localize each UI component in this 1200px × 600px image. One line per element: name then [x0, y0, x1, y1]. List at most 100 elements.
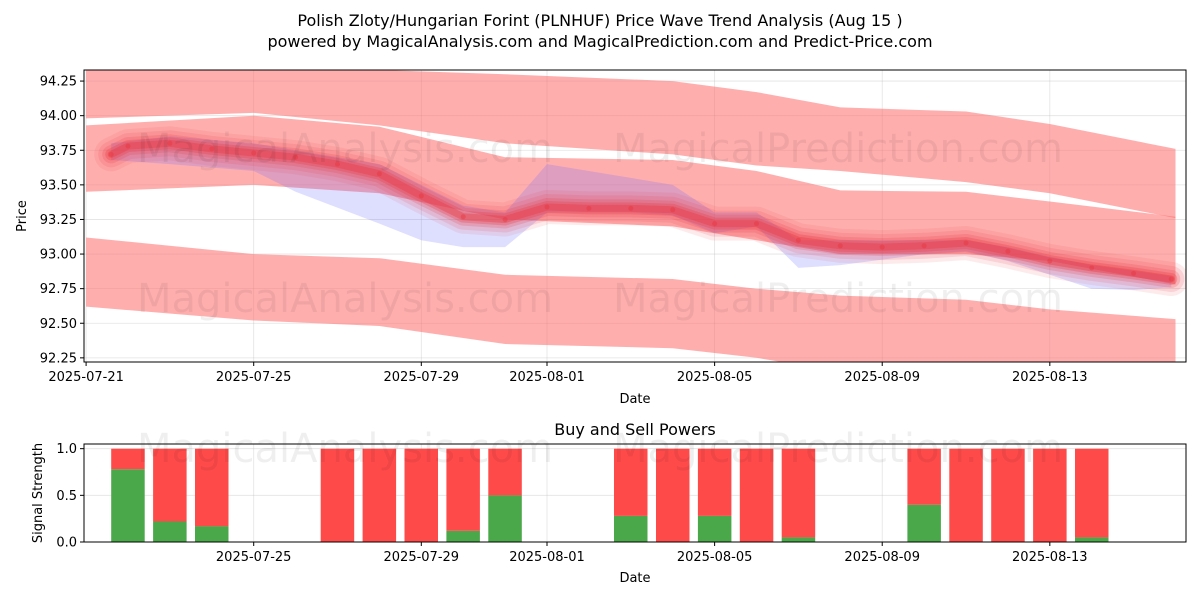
sell-bar-4	[362, 448, 397, 542]
price-y-tick-label-4: 93.25	[40, 213, 77, 228]
sell-bar-7	[488, 448, 522, 496]
power-plot-frame	[83, 443, 1187, 543]
upper-band	[86, 70, 1176, 219]
trend-point-9	[460, 214, 466, 220]
trend-point-15	[712, 221, 718, 227]
power-y-tick-label-2: 1.0	[56, 442, 77, 457]
trend-point-16	[754, 221, 759, 227]
power-y-axis-label: Signal Strength	[31, 443, 46, 543]
price-band-layer	[86, 70, 1186, 362]
sell-bar-1	[153, 448, 187, 522]
price-chart: MagicalAnalysis.com MagicalPrediction.co…	[15, 69, 1187, 407]
power-x-tick-label-0: 2025-07-25	[216, 550, 292, 565]
figure-title: Polish Zloty/Hungarian Forint (PLNHUF) P…	[297, 11, 902, 30]
sell-bar-15	[991, 448, 1025, 542]
price-y-tick-label-1: 92.50	[40, 317, 77, 332]
price-x-tick-label-1: 2025-07-25	[216, 370, 292, 385]
trend-point-25	[1131, 270, 1137, 276]
blue-wave-band	[111, 136, 1172, 290]
watermark-analysis-power: MagicalAnalysis.com	[137, 426, 553, 472]
trend-point-0	[108, 151, 114, 157]
sell-bar-17	[1075, 448, 1109, 538]
power-x-tick-label-4: 2025-08-09	[844, 550, 920, 565]
watermark-analysis-bottom: MagicalAnalysis.com	[137, 276, 553, 322]
buy-bar-10	[697, 515, 732, 542]
price-y-tick-label-3: 93.00	[40, 248, 77, 263]
trend-point-8	[418, 193, 424, 199]
lower-band	[86, 237, 1176, 362]
price-x-axis-label: Date	[619, 392, 650, 407]
trend-point-6	[335, 161, 340, 167]
price-x-tick-label-2: 2025-07-29	[384, 370, 460, 385]
buy-bar-12	[781, 537, 816, 542]
power-bars	[111, 448, 1109, 542]
power-x-axis-label: Date	[619, 571, 650, 586]
power-y-tick-label-1: 0.5	[56, 489, 77, 504]
price-bands	[86, 70, 1186, 362]
price-y-tick-label-0: 92.25	[40, 351, 77, 366]
price-y-tick-label-2: 92.75	[40, 282, 77, 297]
trend-point-13	[628, 205, 634, 211]
trend-point-18	[837, 243, 843, 249]
power-watermarks: MagicalAnalysis.com MagicalPrediction.co…	[137, 426, 1063, 472]
price-y-tick-label-6: 93.75	[40, 144, 77, 159]
buy-bar-8	[614, 515, 648, 542]
trend-point-4	[251, 150, 257, 156]
power-x-tick-label-5: 2025-08-13	[1012, 550, 1088, 565]
power-x-tick-label-1: 2025-07-29	[384, 550, 460, 565]
sell-bar-13	[907, 448, 941, 505]
sell-bar-11	[739, 448, 774, 542]
trend-point-2	[167, 140, 173, 146]
price-x-tick-label-0: 2025-07-21	[48, 370, 124, 385]
buy-bar-2	[195, 526, 229, 542]
trend-point-10	[502, 217, 508, 222]
trend-point-12	[586, 205, 592, 211]
sell-bar-0	[111, 448, 145, 470]
buy-bar-17	[1075, 537, 1109, 542]
price-x-tick-label-3: 2025-08-01	[509, 370, 585, 385]
watermark-prediction-bottom: MagicalPrediction.com	[613, 276, 1063, 322]
trend-point-14	[670, 207, 676, 213]
power-chart: Buy and Sell Powers MagicalAnalysis.com …	[31, 420, 1187, 586]
price-y-tick-label-8: 94.25	[40, 75, 77, 90]
trend-point-17	[795, 237, 801, 243]
trend-point-19	[879, 244, 885, 250]
price-x-tick-label-4: 2025-08-05	[677, 370, 753, 385]
sell-bar-16	[1033, 448, 1067, 542]
trend-point-21	[963, 240, 969, 246]
trend-point-5	[293, 154, 299, 160]
watermark-prediction-top: MagicalPrediction.com	[613, 126, 1063, 172]
buy-bar-0	[111, 469, 145, 542]
middle-band	[86, 115, 1176, 285]
sell-bar-6	[446, 448, 480, 531]
power-x-tick-label-3: 2025-08-05	[677, 550, 753, 565]
trend-point-3	[209, 146, 215, 152]
price-y-ticks: 92.25 92.50 92.75 93.00 93.25 93.50 93.75 94.00…	[40, 75, 84, 366]
price-x-tick-label-5: 2025-08-09	[844, 370, 920, 385]
sell-bar-14	[949, 448, 983, 542]
price-watermarks: MagicalAnalysis.com MagicalPrediction.co…	[137, 126, 1063, 322]
watermark-prediction-power: MagicalPrediction.com	[613, 426, 1063, 472]
sell-bar-3	[320, 448, 355, 542]
sell-bar-9	[656, 448, 690, 542]
price-y-tick-label-5: 93.50	[40, 178, 77, 193]
watermark-analysis-top: MagicalAnalysis.com	[137, 126, 553, 172]
power-x-ticks: 2025-07-25 2025-07-29 2025-08-01 2025-08-05…	[216, 542, 1088, 565]
sell-bar-5	[404, 448, 438, 542]
trend-point-20	[921, 243, 927, 249]
trend-point-23	[1047, 258, 1053, 264]
power-y-tick-label-0: 0.0	[56, 536, 77, 551]
sell-bar-10	[697, 448, 732, 516]
trend-point-26	[1168, 276, 1174, 282]
power-y-ticks: 0.0 0.5 1.0	[56, 442, 84, 551]
power-chart-title: Buy and Sell Powers	[554, 420, 716, 439]
buy-bar-6	[446, 530, 480, 542]
sell-bar-2	[195, 448, 229, 527]
sell-bar-12	[781, 448, 816, 538]
price-y-tick-label-7: 94.00	[40, 109, 77, 124]
buy-bar-1	[153, 521, 187, 542]
trend-point-1	[125, 143, 131, 149]
trend-point-11	[544, 204, 550, 210]
